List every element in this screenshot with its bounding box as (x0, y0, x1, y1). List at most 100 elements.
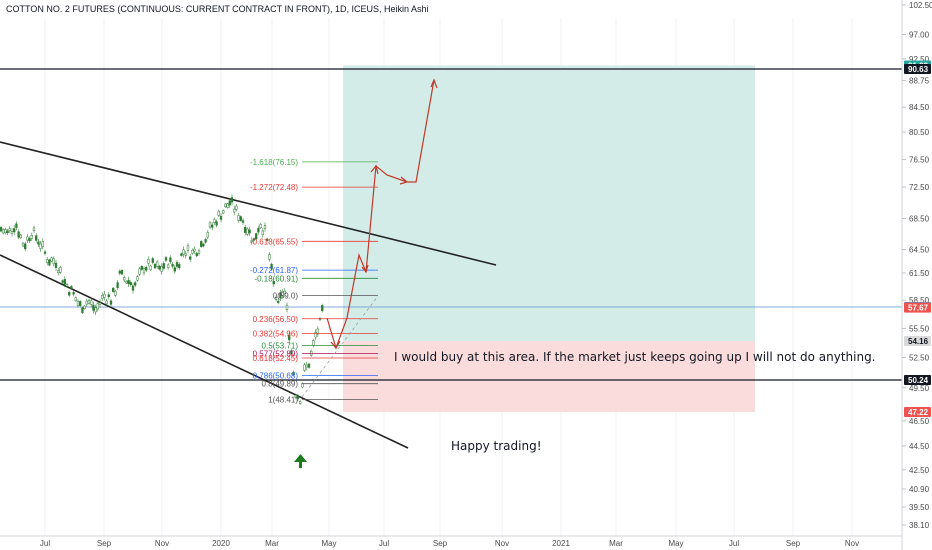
candle-body (266, 238, 269, 241)
candle-body (307, 363, 311, 368)
projection-path (326, 79, 435, 350)
candle-body (19, 234, 22, 239)
candle-body (204, 239, 207, 243)
candle-body (48, 259, 51, 266)
candle-body (211, 224, 214, 228)
candle-body (270, 263, 273, 270)
candle-body (52, 258, 55, 265)
candle-body (279, 292, 282, 299)
candle-body (217, 210, 220, 216)
upper-trendline[interactable] (0, 141, 497, 266)
candle-body (24, 243, 27, 250)
loss-zone[interactable] (343, 341, 755, 412)
profit-zone[interactable] (343, 65, 755, 341)
x-tick-label: Jul (40, 539, 50, 548)
x-tick-label: Jul (729, 539, 739, 548)
candle-body (237, 215, 240, 221)
candle-body (314, 332, 317, 338)
candle-body (158, 265, 161, 270)
candle-body (120, 270, 124, 275)
candle-body (202, 243, 205, 247)
candle-body (0, 227, 3, 232)
y-tick-label: 40.90 (909, 485, 930, 494)
candle-body (98, 302, 102, 305)
candle-body (147, 259, 150, 264)
candle-body (261, 230, 264, 235)
chart-title: COTTON NO. 2 FUTURES (CONTINUOUS: CURREN… (6, 4, 429, 14)
candle-body (6, 230, 9, 234)
y-tick-label: 52.50 (909, 354, 930, 363)
candle-body (109, 300, 113, 305)
fib-label: 0.8(49.89) (262, 380, 299, 389)
candle-body (206, 232, 209, 238)
candle-body (277, 300, 280, 303)
candle-body (28, 238, 31, 242)
candle-body (10, 231, 14, 234)
candle-body (8, 228, 11, 232)
lower-trendline[interactable] (0, 254, 409, 449)
candle-body (105, 300, 108, 305)
x-axis-ticks: Jul Sep Nov 2020 Mar May Jul Sep Nov 2021 Mar May Ju… (40, 539, 859, 548)
fib-label: 1(48.41) (268, 395, 298, 404)
candle-body (208, 222, 212, 228)
candle-body (21, 242, 25, 247)
x-tick-label: May (321, 539, 336, 548)
y-tick-label: 92.50 (909, 55, 930, 64)
candle-body (305, 364, 308, 368)
x-tick-label: Nov (495, 539, 509, 548)
candle-body (68, 291, 71, 296)
fib-label: -0.618(65.55) (250, 237, 298, 246)
candle-body (316, 328, 319, 335)
x-tick-label: 2020 (212, 539, 230, 548)
candle-body (17, 231, 20, 238)
candle-body (156, 261, 159, 267)
candle-body (35, 235, 38, 241)
fib-label: 0.577(52.89) (253, 350, 299, 359)
candle-body (213, 219, 216, 223)
candle-body (151, 258, 154, 263)
candle-body (136, 276, 139, 281)
candle-body (90, 300, 93, 305)
price-badge (904, 407, 931, 417)
candle-body (164, 257, 168, 261)
candle-body (321, 305, 324, 312)
projection-arrows[interactable] (326, 78, 438, 350)
arrowhead-4 (399, 176, 409, 185)
candle-body (292, 371, 295, 375)
arrowhead-3 (370, 164, 379, 175)
price-badge-label: 90.63 (908, 65, 929, 74)
candle-body (259, 224, 262, 229)
candle-body (123, 277, 126, 281)
candle-body (171, 263, 174, 267)
y-tick-label: 80.50 (909, 128, 930, 137)
candle-body (134, 282, 137, 286)
fib-label: 0.236(56.50) (253, 315, 299, 324)
candle-body (70, 286, 73, 289)
price-badge (904, 375, 931, 385)
candle-body (85, 300, 88, 305)
candle-body (37, 241, 40, 245)
candle-body (13, 228, 16, 233)
y-tick-label: 49.50 (909, 384, 930, 393)
candle-body (32, 227, 36, 231)
candle-body (87, 299, 91, 304)
x-tick-label: May (668, 539, 683, 548)
y-tick-label: 61.50 (909, 269, 930, 278)
fibonacci-levels[interactable]: -1.618(76.15) -1.272(72.48) -0.618(65.55) -… (250, 158, 378, 404)
candle-body (226, 203, 229, 208)
candle-body (257, 228, 260, 233)
fib-label: 0.786(50.68) (253, 372, 299, 381)
price-badge (904, 336, 931, 346)
price-badge-label: 54.16 (908, 337, 929, 346)
y-tick-label: 38.10 (909, 521, 930, 530)
candle-body (288, 335, 291, 341)
price-badge-label: 50.24 (908, 376, 929, 385)
price-badge (904, 64, 931, 74)
closing-note: Happy trading! (451, 439, 542, 453)
y-tick-label: 102.50 (909, 1, 932, 10)
candle-body (252, 238, 256, 241)
candle-body (162, 263, 165, 269)
candle-body (125, 281, 128, 284)
candle-body (224, 203, 227, 208)
